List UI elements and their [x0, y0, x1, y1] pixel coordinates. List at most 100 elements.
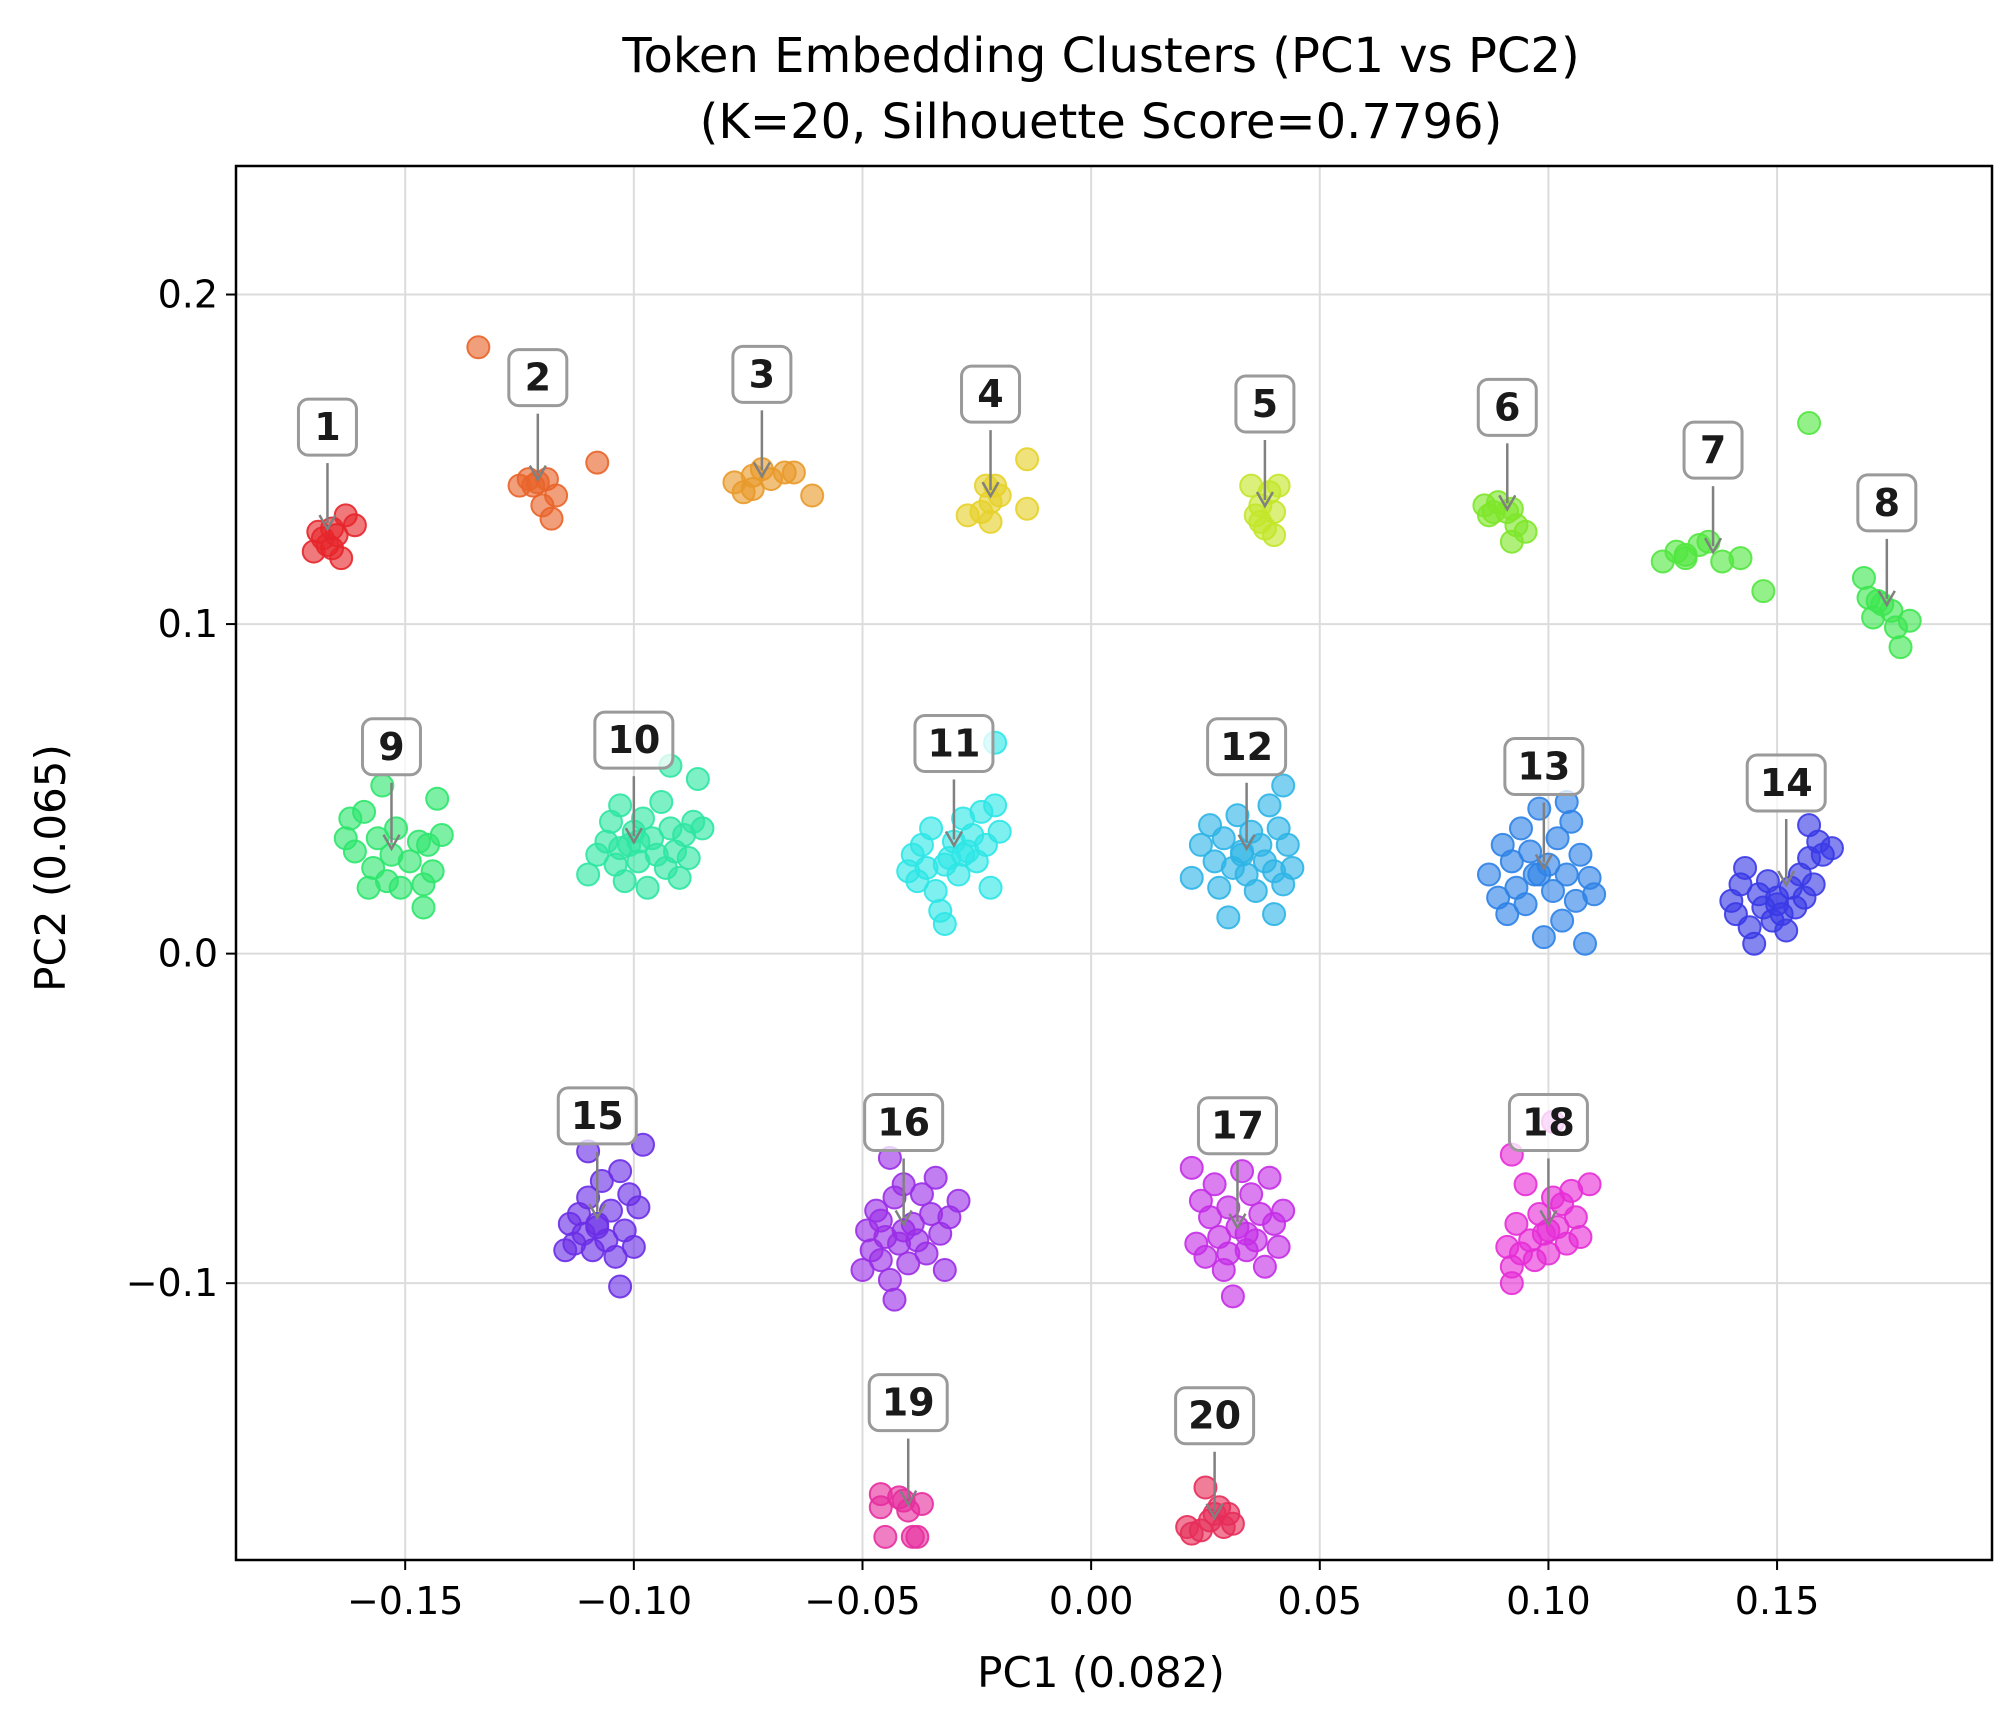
cluster-9-point — [365, 826, 390, 851]
cluster-10-point — [685, 766, 710, 791]
cluster-label-box — [1234, 374, 1296, 434]
cluster-14-point — [1801, 872, 1826, 897]
cluster-label: 13 — [1517, 745, 1570, 789]
cluster-7-point — [1797, 411, 1822, 436]
cluster-15-point — [626, 1195, 651, 1220]
cluster-7-point — [1728, 546, 1753, 571]
cluster-11-point — [978, 875, 1003, 900]
cluster-2-point — [585, 450, 610, 475]
cluster-12-point — [1280, 855, 1305, 880]
axis-ticks: −0.15 −0.10 −0.05 0.00 0.05 0.10 0.15−0.10.00.… — [126, 273, 1820, 1623]
x-tick-label: −0.05 — [804, 1579, 920, 1623]
cluster-18-point — [1536, 1218, 1561, 1243]
cluster-12-point — [1179, 865, 1204, 890]
cluster-14-point — [1774, 918, 1799, 943]
cluster-6-point — [1481, 500, 1506, 525]
cluster-label-box — [593, 710, 675, 770]
cluster-9-point — [420, 859, 445, 884]
chart-subtitle: (K=20, Silhouette Score=0.7796) — [700, 94, 1503, 150]
cluster-label: 9 — [378, 725, 404, 769]
cluster-16-point — [923, 1165, 948, 1190]
cluster-15-point — [630, 1132, 655, 1157]
cluster-9-point — [425, 786, 450, 811]
cluster-arrow-head — [1703, 537, 1723, 555]
cluster-label: 11 — [928, 721, 981, 765]
cluster-9-point — [379, 842, 404, 867]
cluster-17-point — [1193, 1244, 1218, 1269]
cluster-14-point — [1765, 892, 1790, 917]
cluster-17-point — [1230, 1159, 1255, 1184]
y-tick-label: 0.0 — [158, 932, 218, 976]
cluster-16-point — [909, 1182, 934, 1207]
cluster-3-point — [740, 476, 765, 501]
cluster-13-point — [1499, 849, 1524, 874]
cluster-11-point — [932, 911, 957, 936]
cluster-label: 6 — [1494, 385, 1520, 429]
cluster-18-point — [1568, 1225, 1593, 1250]
cluster-17-point — [1179, 1155, 1204, 1180]
cluster-15-point — [585, 1211, 610, 1236]
cluster-17-point — [1202, 1172, 1227, 1197]
y-tick-label: 0.2 — [158, 273, 218, 317]
cluster-13-point — [1568, 842, 1593, 867]
cluster-8-annotation: 8 — [1856, 473, 1918, 608]
cluster-9-point — [342, 839, 367, 864]
cluster-arrow-head — [1498, 494, 1517, 512]
cluster-3-point — [800, 483, 825, 508]
cluster-18-point — [1504, 1211, 1529, 1236]
cluster-label: 8 — [1874, 481, 1900, 525]
cluster-arrow-head — [894, 1209, 913, 1227]
cluster-label-box — [1476, 377, 1538, 437]
cluster-16-point — [896, 1251, 921, 1276]
cluster-arrow-head — [1255, 491, 1274, 509]
cluster-arrow-head — [382, 834, 401, 852]
cluster-1-point — [342, 513, 367, 538]
cluster-13-point — [1545, 826, 1570, 851]
cluster-8-point — [1888, 635, 1913, 660]
x-tick-label: 0.15 — [1735, 1579, 1820, 1623]
cluster-label-box — [1503, 737, 1585, 797]
cluster-12-point — [1211, 826, 1236, 851]
cluster-12-point — [1257, 793, 1282, 818]
cluster-10-point — [576, 862, 601, 887]
cluster-10-point — [630, 806, 655, 831]
cluster-2-annotation: 2 — [507, 348, 569, 483]
cluster-label: 7 — [1700, 428, 1726, 472]
cluster-13-point — [1527, 796, 1552, 821]
cluster-arrow-head — [1777, 870, 1796, 888]
cluster-17-point — [1239, 1182, 1264, 1207]
cluster-17-point — [1220, 1284, 1245, 1309]
x-tick-label: −0.15 — [347, 1579, 463, 1623]
x-axis-label: PC1 (0.082) — [977, 1648, 1225, 1697]
cluster-13-point — [1518, 839, 1543, 864]
cluster-label: 20 — [1188, 1394, 1241, 1438]
cluster-8-point — [1897, 608, 1922, 633]
cluster-10-point — [612, 869, 637, 894]
cluster-17-point — [1252, 1254, 1277, 1279]
cluster-16-point — [914, 1241, 939, 1266]
scatter-points — [301, 335, 1922, 1549]
cluster-label-box — [556, 1086, 638, 1146]
cluster-19-point — [909, 1491, 934, 1516]
cluster-label-box — [1856, 473, 1918, 533]
cluster-label-box — [863, 1092, 945, 1152]
cluster-arrow-head — [528, 465, 547, 483]
y-axis-label: PC2 (0.065) — [26, 744, 75, 992]
cluster-arrow-head — [1877, 590, 1896, 608]
cluster-label: 15 — [571, 1094, 624, 1138]
cluster-arrow-head — [318, 514, 337, 532]
cluster-13-annotation: 13 — [1503, 737, 1585, 872]
cluster-9-point — [356, 875, 381, 900]
cluster-10-point — [635, 875, 660, 900]
cluster-label-box — [360, 717, 422, 777]
cluster-13-point — [1573, 931, 1598, 956]
cluster-19-point — [873, 1524, 898, 1549]
cluster-16-point — [877, 1267, 902, 1292]
cluster-2-point — [466, 335, 491, 360]
cluster-13-point — [1508, 816, 1533, 841]
cluster-label-box — [1174, 1386, 1256, 1446]
x-tick-label: 0.00 — [1049, 1579, 1134, 1623]
cluster-18-point — [1513, 1172, 1538, 1197]
cluster-17-point — [1198, 1205, 1223, 1230]
